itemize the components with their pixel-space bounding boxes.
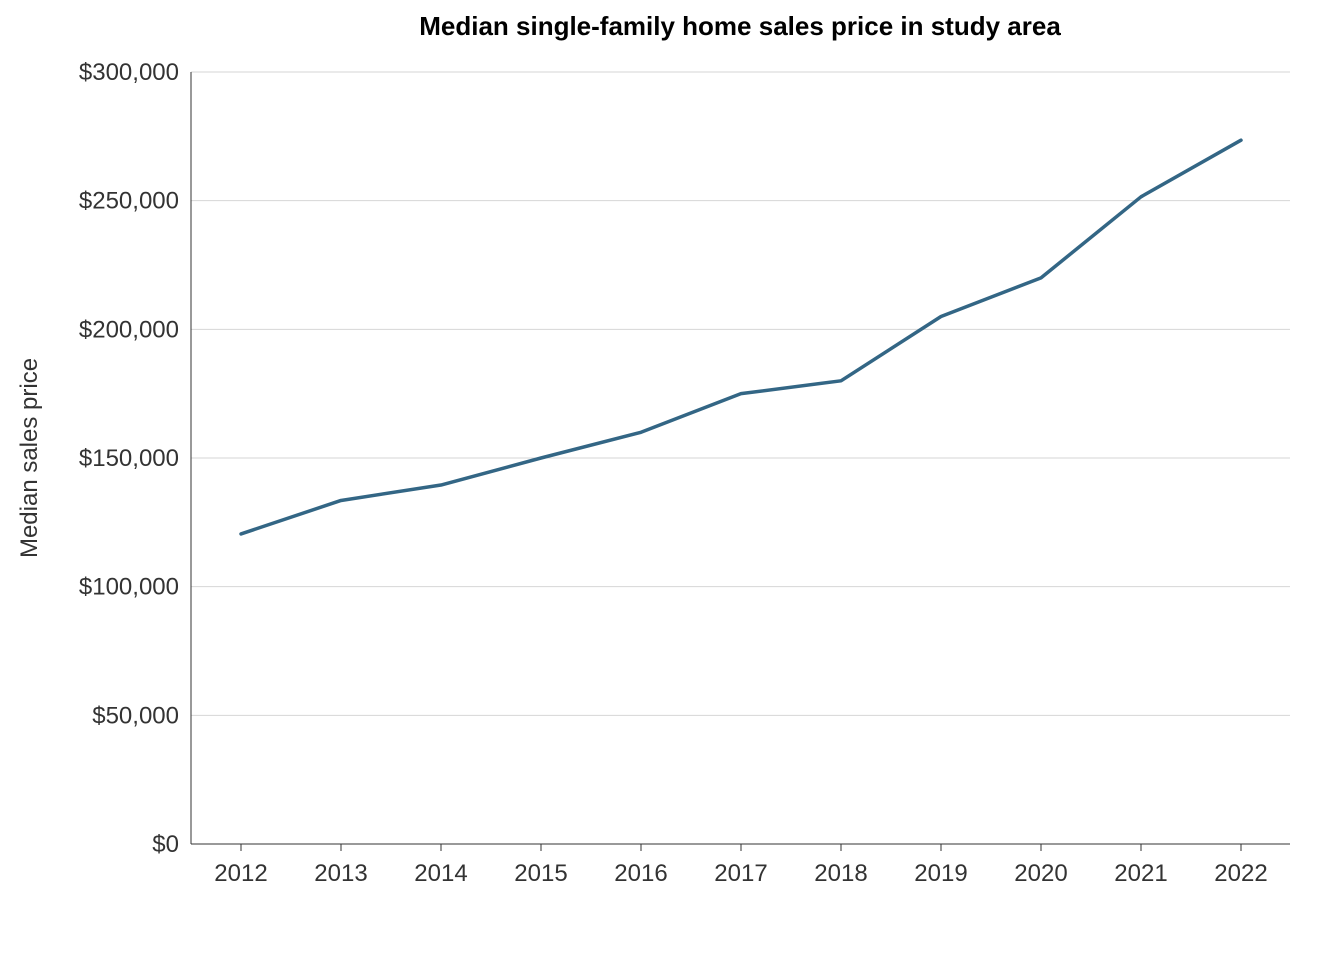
gridlines	[191, 71, 1290, 716]
x-tick-label: 2020	[1014, 860, 1067, 887]
y-tick-label: $50,000	[92, 702, 179, 729]
x-tick-label: 2022	[1214, 860, 1267, 887]
x-tick-label: 2021	[1114, 860, 1167, 887]
x-tick-label: 2014	[414, 860, 467, 887]
y-tick-labels: $0 $50,000 $100,000 $150,000 $200,000 $250,00…	[79, 59, 179, 858]
y-tick-label: $0	[152, 831, 179, 858]
y-tick-label: $200,000	[79, 316, 179, 343]
series-layer	[239, 138, 1243, 536]
x-tick-label: 2012	[214, 860, 267, 887]
x-tick-label: 2015	[514, 860, 567, 887]
x-tick-label: 2019	[914, 860, 967, 887]
y-tick-label: $300,000	[79, 59, 179, 86]
x-tick-label: 2016	[614, 860, 667, 887]
x-tick-labels: 2012 2013 2014 2015 2016 2017 2018 2019 2020 2021…	[214, 860, 1267, 887]
x-tick-label: 2013	[314, 860, 367, 887]
y-tick-label: $150,000	[79, 445, 179, 472]
x-tick-label: 2018	[814, 860, 867, 887]
y-axis-title: Median sales price	[16, 358, 43, 558]
axes	[190, 72, 1290, 851]
chart-title: Median single-family home sales price in…	[419, 11, 1061, 41]
y-tick-label: $250,000	[79, 188, 179, 215]
series-line-1	[239, 138, 1243, 536]
y-tick-label: $100,000	[79, 574, 179, 601]
x-tick-label: 2017	[714, 860, 767, 887]
